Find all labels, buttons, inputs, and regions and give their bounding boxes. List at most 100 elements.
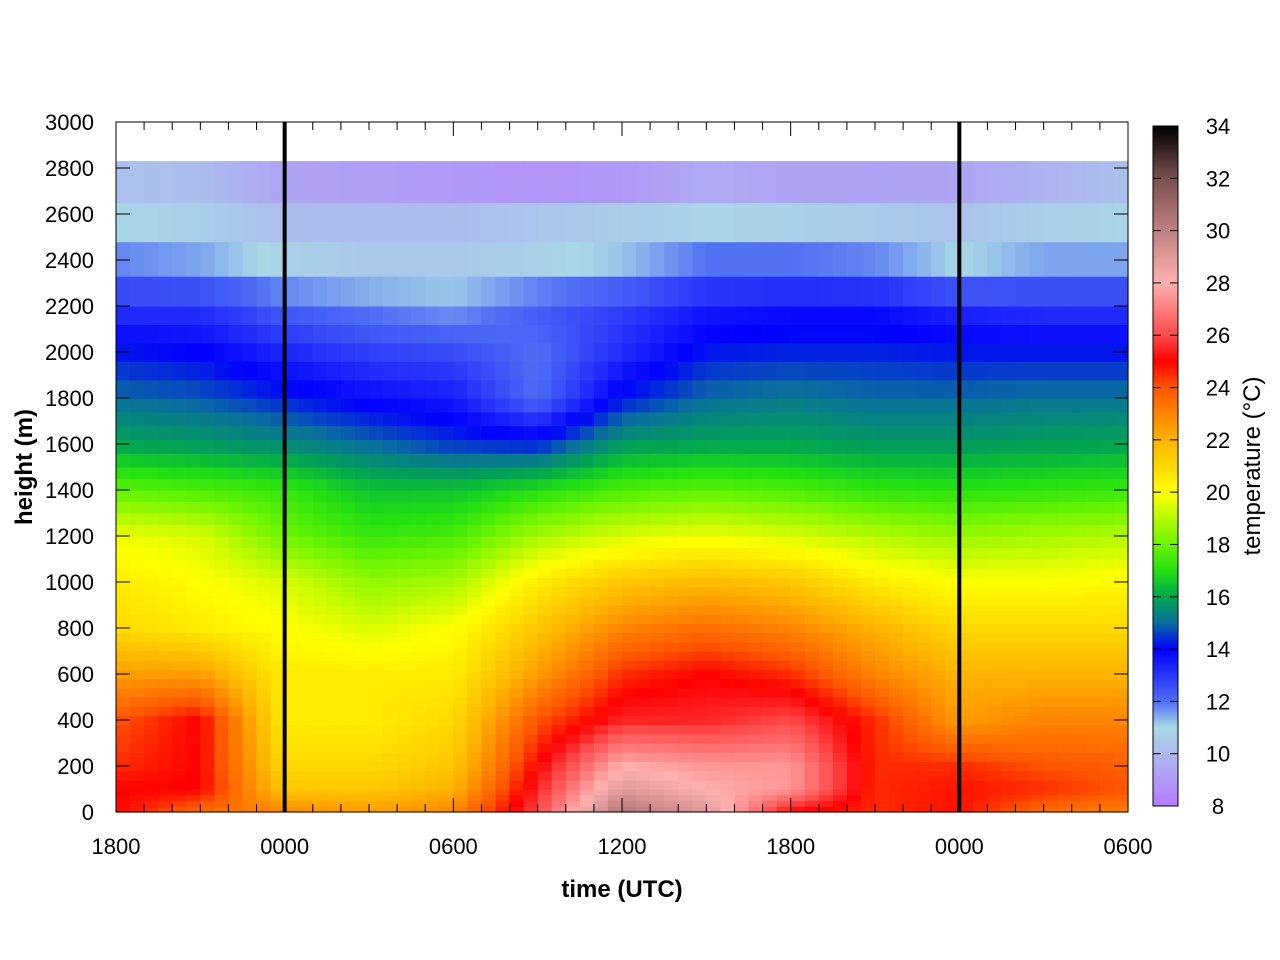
- heatmap-cell: [1001, 501, 1017, 514]
- heatmap-cell: [1043, 632, 1059, 643]
- heatmap-cell: [1043, 724, 1059, 735]
- heatmap-cell: [242, 743, 258, 753]
- heatmap-cell: [284, 733, 300, 744]
- heatmap-cell: [832, 779, 848, 790]
- heatmap-cell: [509, 651, 525, 661]
- heatmap-cell: [537, 724, 553, 735]
- heatmap-cell: [818, 306, 834, 325]
- heatmap-cell: [158, 669, 173, 680]
- heatmap-cell: [875, 651, 890, 661]
- heatmap-cell: [945, 276, 960, 307]
- heatmap-cell: [889, 411, 904, 427]
- heatmap-cell: [509, 241, 525, 277]
- heatmap-cell: [1029, 398, 1045, 413]
- heatmap-cell: [369, 605, 384, 615]
- heatmap-cell: [846, 706, 862, 716]
- heatmap-cell: [973, 547, 989, 560]
- heatmap-cell: [495, 800, 511, 807]
- heatmap-cell: [326, 586, 342, 597]
- heatmap-cell: [481, 379, 497, 399]
- heatmap-cell: [1057, 715, 1073, 726]
- heatmap-cell: [340, 789, 356, 796]
- heatmap-cell: [650, 478, 665, 491]
- heatmap-cell: [340, 669, 356, 680]
- heatmap-cell: [931, 439, 946, 454]
- heatmap-cell: [650, 614, 665, 624]
- heatmap-cell: [523, 202, 539, 243]
- heatmap-cell: [579, 687, 595, 698]
- heatmap-cell: [1001, 641, 1017, 652]
- heatmap-cell: [903, 361, 918, 381]
- heatmap-cell: [818, 379, 834, 399]
- heatmap-cell: [130, 568, 145, 578]
- heatmap-cell: [144, 453, 159, 468]
- heatmap-cell: [1085, 669, 1101, 680]
- heatmap-cell: [509, 697, 525, 707]
- heatmap-cell: [706, 276, 721, 307]
- heatmap-cell: [439, 789, 454, 796]
- heatmap-cell: [593, 324, 609, 344]
- heatmap-cell: [495, 524, 511, 537]
- heatmap-cell: [1029, 536, 1045, 549]
- heatmap-cell: [650, 770, 665, 781]
- heatmap-cell: [411, 761, 426, 772]
- heatmap-cell: [706, 467, 721, 480]
- heatmap-cell: [354, 453, 370, 468]
- heatmap-cell: [467, 379, 483, 399]
- heatmap-cell: [860, 641, 876, 652]
- heatmap-cell: [340, 568, 356, 578]
- heatmap-cell: [397, 467, 412, 480]
- heatmap-cell: [776, 800, 792, 807]
- heatmap-cell: [551, 697, 567, 707]
- heatmap-cell: [523, 706, 539, 716]
- heatmap-cell: [551, 794, 567, 802]
- heatmap-cell: [144, 342, 159, 362]
- heatmap-cell: [130, 806, 145, 813]
- heatmap-cell: [1099, 361, 1115, 381]
- heatmap-cell: [846, 439, 862, 454]
- heatmap-cell: [537, 669, 553, 680]
- heatmap-cell: [284, 697, 300, 707]
- heatmap-cell: [579, 453, 595, 468]
- heatmap-cell: [1043, 743, 1059, 753]
- heatmap-cell: [762, 651, 778, 661]
- heatmap-cell: [692, 779, 707, 790]
- heatmap-cell: [875, 779, 890, 790]
- heatmap-cell: [987, 439, 1003, 454]
- heatmap-cell: [889, 161, 904, 204]
- heatmap-cell: [734, 398, 750, 413]
- heatmap-cell: [523, 779, 539, 790]
- heatmap-cell: [1071, 715, 1087, 726]
- heatmap-cell: [1043, 453, 1059, 468]
- heatmap-cell: [214, 379, 230, 399]
- heatmap-cell: [664, 202, 679, 243]
- heatmap-cell: [144, 660, 159, 670]
- heatmap-cell: [537, 789, 553, 796]
- heatmap-cell: [832, 161, 848, 204]
- heatmap-cell: [565, 715, 581, 726]
- heatmap-cell: [383, 623, 398, 634]
- heatmap-cell: [1043, 411, 1059, 427]
- heatmap-cell: [565, 306, 581, 325]
- heatmap-cell: [875, 241, 890, 277]
- heatmap-cell: [973, 595, 989, 606]
- heatmap-cell: [790, 724, 806, 735]
- heatmap-cell: [776, 453, 792, 468]
- heatmap-cell: [903, 779, 918, 790]
- heatmap-cell: [439, 605, 454, 615]
- heatmap-cell: [622, 361, 637, 381]
- heatmap-cell: [298, 547, 314, 560]
- heatmap-cell: [748, 586, 764, 597]
- heatmap-cell: [860, 568, 876, 578]
- heatmap-cell: [369, 752, 384, 762]
- heatmap-cell: [158, 794, 173, 802]
- heatmap-cell: [397, 577, 412, 588]
- heatmap-cell: [889, 660, 904, 670]
- heatmap-cell: [875, 202, 890, 243]
- heatmap-cell: [832, 761, 848, 772]
- heatmap-cell: [523, 568, 539, 578]
- heatmap-cell: [116, 752, 131, 762]
- heatmap-cell: [425, 547, 440, 560]
- heatmap-cell: [860, 595, 876, 606]
- heatmap-cell: [706, 547, 721, 560]
